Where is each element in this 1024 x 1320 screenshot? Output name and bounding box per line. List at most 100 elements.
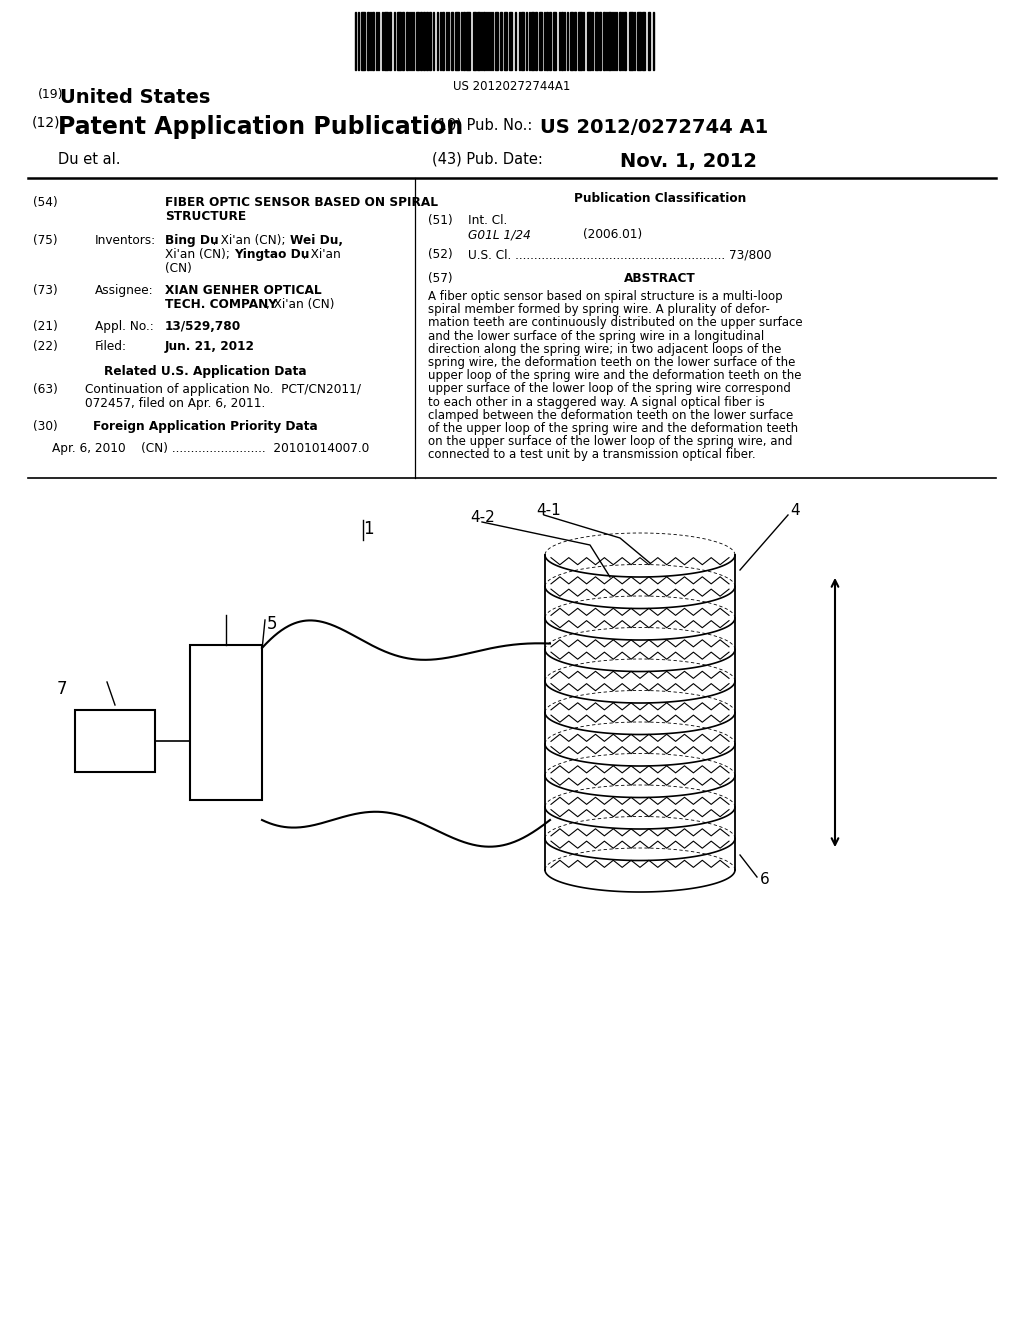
Bar: [420, 12, 422, 70]
Text: G01L 1/24: G01L 1/24: [468, 228, 530, 242]
Text: (22): (22): [33, 341, 58, 352]
Bar: [574, 12, 575, 70]
Text: (30): (30): [33, 420, 57, 433]
Bar: [429, 12, 431, 70]
Bar: [500, 12, 502, 70]
Bar: [451, 12, 453, 70]
Text: XIAN GENHER OPTICAL: XIAN GENHER OPTICAL: [165, 284, 322, 297]
Text: , Xi'an: , Xi'an: [303, 248, 341, 261]
Text: connected to a test unit by a transmission optical fiber.: connected to a test unit by a transmissi…: [428, 449, 756, 462]
Bar: [629, 12, 633, 70]
Bar: [624, 12, 626, 70]
Text: 6: 6: [760, 873, 770, 887]
Text: direction along the spring wire; in two adjacent loops of the: direction along the spring wire; in two …: [428, 343, 781, 356]
Text: Jun. 21, 2012: Jun. 21, 2012: [165, 341, 255, 352]
Text: (63): (63): [33, 383, 58, 396]
Bar: [372, 12, 374, 70]
Bar: [367, 12, 369, 70]
Bar: [509, 12, 512, 70]
Text: 072457, filed on Apr. 6, 2011.: 072457, filed on Apr. 6, 2011.: [85, 397, 265, 411]
Text: spiral member formed by spring wire. A plurality of defor-: spiral member formed by spring wire. A p…: [428, 304, 770, 317]
Bar: [549, 12, 551, 70]
Text: 4-1: 4-1: [536, 503, 561, 517]
Text: (21): (21): [33, 319, 58, 333]
Text: Patent Application Publication: Patent Application Publication: [58, 115, 463, 139]
Text: 4: 4: [790, 503, 800, 517]
Text: upper loop of the spring wire and the deformation teeth on the: upper loop of the spring wire and the de…: [428, 370, 802, 383]
Text: (CN): (CN): [165, 261, 191, 275]
Text: U.S. Cl. ........................................................ 73/800: U.S. Cl. ...............................…: [468, 248, 771, 261]
Bar: [455, 12, 459, 70]
Text: (43) Pub. Date:: (43) Pub. Date:: [432, 152, 543, 168]
Text: Appl. No.:: Appl. No.:: [95, 319, 154, 333]
Text: A fiber optic sensor based on spiral structure is a multi-loop: A fiber optic sensor based on spiral str…: [428, 290, 782, 304]
Text: 1: 1: [362, 520, 374, 539]
Bar: [531, 12, 534, 70]
Text: clamped between the deformation teeth on the lower surface: clamped between the deformation teeth on…: [428, 409, 794, 422]
Bar: [521, 12, 524, 70]
Bar: [426, 12, 428, 70]
Text: (10) Pub. No.:: (10) Pub. No.:: [432, 117, 537, 133]
Text: , Xi'an (CN);: , Xi'an (CN);: [213, 234, 290, 247]
Text: and the lower surface of the spring wire in a longitudinal: and the lower surface of the spring wire…: [428, 330, 764, 343]
Text: on the upper surface of the lower loop of the spring wire, and: on the upper surface of the lower loop o…: [428, 436, 793, 449]
Text: (57): (57): [428, 272, 453, 285]
Text: Inventors:: Inventors:: [95, 234, 156, 247]
Text: to each other in a staggered way. A signal optical fiber is: to each other in a staggered way. A sign…: [428, 396, 765, 409]
Text: (51): (51): [428, 214, 453, 227]
Text: ABSTRACT: ABSTRACT: [624, 272, 696, 285]
Bar: [397, 12, 401, 70]
Text: (12): (12): [32, 115, 60, 129]
Bar: [587, 12, 591, 70]
Bar: [561, 12, 563, 70]
Bar: [463, 12, 465, 70]
Text: upper surface of the lower loop of the spring wire correspond: upper surface of the lower loop of the s…: [428, 383, 791, 396]
Text: 4-2: 4-2: [470, 510, 495, 525]
Text: Foreign Application Priority Data: Foreign Application Priority Data: [92, 420, 317, 433]
Text: (52): (52): [428, 248, 453, 261]
Bar: [389, 12, 391, 70]
Text: (73): (73): [33, 284, 57, 297]
Bar: [384, 12, 388, 70]
Bar: [483, 12, 485, 70]
Text: FIBER OPTIC SENSOR BASED ON SPIRAL: FIBER OPTIC SENSOR BASED ON SPIRAL: [165, 195, 438, 209]
Text: US 20120272744A1: US 20120272744A1: [454, 81, 570, 92]
Bar: [442, 12, 444, 70]
Bar: [546, 12, 548, 70]
Bar: [190, 645, 262, 800]
Bar: [535, 12, 537, 70]
Text: of the upper loop of the spring wire and the deformation teeth: of the upper loop of the spring wire and…: [428, 422, 798, 436]
Text: Wei Du,: Wei Du,: [290, 234, 343, 247]
Text: Int. Cl.: Int. Cl.: [468, 214, 507, 227]
Text: Related U.S. Application Data: Related U.S. Application Data: [103, 366, 306, 378]
Text: Xi'an (CN);: Xi'an (CN);: [165, 248, 233, 261]
Bar: [642, 12, 645, 70]
Bar: [423, 12, 425, 70]
Bar: [473, 12, 476, 70]
Bar: [648, 12, 650, 70]
Bar: [570, 12, 573, 70]
Bar: [361, 12, 365, 70]
Text: Nov. 1, 2012: Nov. 1, 2012: [620, 152, 757, 172]
Text: , Xi'an (CN): , Xi'an (CN): [266, 298, 335, 312]
Text: (19): (19): [38, 88, 63, 102]
Bar: [75, 710, 155, 772]
Bar: [495, 12, 498, 70]
Text: (2006.01): (2006.01): [583, 228, 642, 242]
Bar: [599, 12, 601, 70]
Bar: [539, 12, 542, 70]
Bar: [466, 12, 470, 70]
Text: Publication Classification: Publication Classification: [573, 191, 746, 205]
Text: 13/529,780: 13/529,780: [165, 319, 242, 333]
Text: mation teeth are continuously distributed on the upper surface: mation teeth are continuously distribute…: [428, 317, 803, 330]
Bar: [553, 12, 556, 70]
Text: (75): (75): [33, 234, 57, 247]
Bar: [416, 12, 419, 70]
Bar: [504, 12, 507, 70]
Text: TECH. COMPANY: TECH. COMPANY: [165, 298, 278, 312]
Bar: [578, 12, 582, 70]
Bar: [402, 12, 404, 70]
Bar: [608, 12, 611, 70]
Text: United States: United States: [60, 88, 210, 107]
Bar: [406, 12, 408, 70]
